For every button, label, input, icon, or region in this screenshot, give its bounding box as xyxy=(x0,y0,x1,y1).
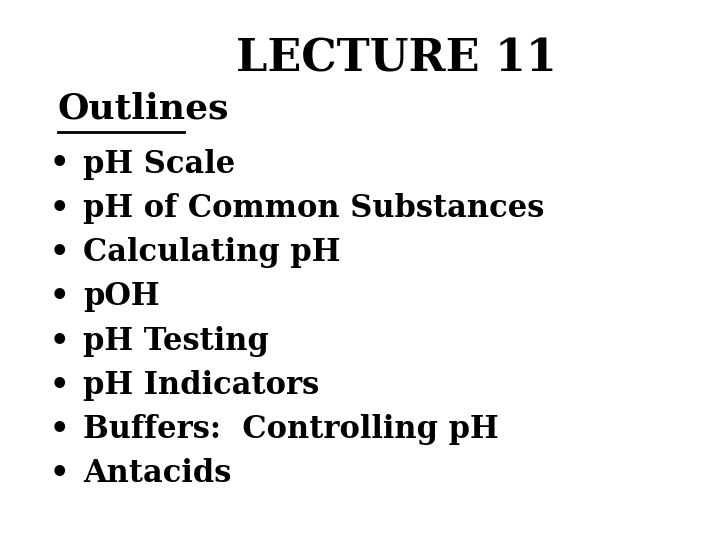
Text: •: • xyxy=(49,326,69,356)
Text: •: • xyxy=(49,414,69,445)
Text: Antacids: Antacids xyxy=(83,458,231,489)
Text: pH Scale: pH Scale xyxy=(83,148,235,179)
Text: •: • xyxy=(49,193,69,224)
Text: pOH: pOH xyxy=(83,281,159,312)
Text: Outlines: Outlines xyxy=(58,92,229,126)
Text: Buffers:  Controlling pH: Buffers: Controlling pH xyxy=(83,414,498,445)
Text: •: • xyxy=(49,237,69,268)
Text: •: • xyxy=(49,148,69,179)
Text: •: • xyxy=(49,281,69,312)
Text: •: • xyxy=(49,458,69,489)
Text: pH Testing: pH Testing xyxy=(83,326,269,356)
Text: Calculating pH: Calculating pH xyxy=(83,237,341,268)
Text: LECTURE 11: LECTURE 11 xyxy=(235,38,557,81)
Text: •: • xyxy=(49,370,69,401)
Text: pH Indicators: pH Indicators xyxy=(83,370,319,401)
Text: pH of Common Substances: pH of Common Substances xyxy=(83,193,544,224)
